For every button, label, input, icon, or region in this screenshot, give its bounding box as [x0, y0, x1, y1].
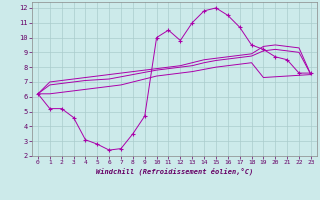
X-axis label: Windchill (Refroidissement éolien,°C): Windchill (Refroidissement éolien,°C) — [96, 168, 253, 175]
